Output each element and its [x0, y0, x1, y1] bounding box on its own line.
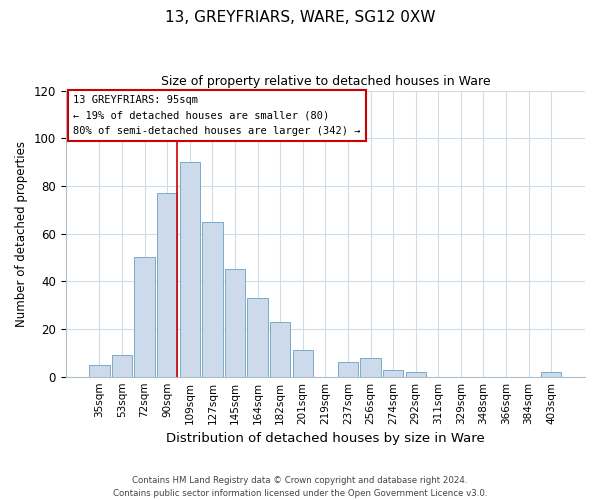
Bar — [179, 162, 200, 376]
Bar — [383, 370, 403, 376]
Bar — [89, 365, 110, 376]
X-axis label: Distribution of detached houses by size in Ware: Distribution of detached houses by size … — [166, 432, 485, 445]
Bar — [225, 270, 245, 376]
Bar — [361, 358, 380, 376]
Bar — [270, 322, 290, 376]
Text: Contains HM Land Registry data © Crown copyright and database right 2024.
Contai: Contains HM Land Registry data © Crown c… — [113, 476, 487, 498]
Text: 13 GREYFRIARS: 95sqm
← 19% of detached houses are smaller (80)
80% of semi-detac: 13 GREYFRIARS: 95sqm ← 19% of detached h… — [73, 95, 361, 136]
Title: Size of property relative to detached houses in Ware: Size of property relative to detached ho… — [161, 75, 490, 88]
Bar — [157, 193, 178, 376]
Y-axis label: Number of detached properties: Number of detached properties — [15, 140, 28, 326]
Bar — [134, 258, 155, 376]
Bar — [247, 298, 268, 376]
Bar — [541, 372, 562, 376]
Bar — [338, 362, 358, 376]
Bar — [112, 355, 132, 376]
Bar — [293, 350, 313, 376]
Bar — [406, 372, 426, 376]
Bar — [202, 222, 223, 376]
Text: 13, GREYFRIARS, WARE, SG12 0XW: 13, GREYFRIARS, WARE, SG12 0XW — [165, 10, 435, 25]
